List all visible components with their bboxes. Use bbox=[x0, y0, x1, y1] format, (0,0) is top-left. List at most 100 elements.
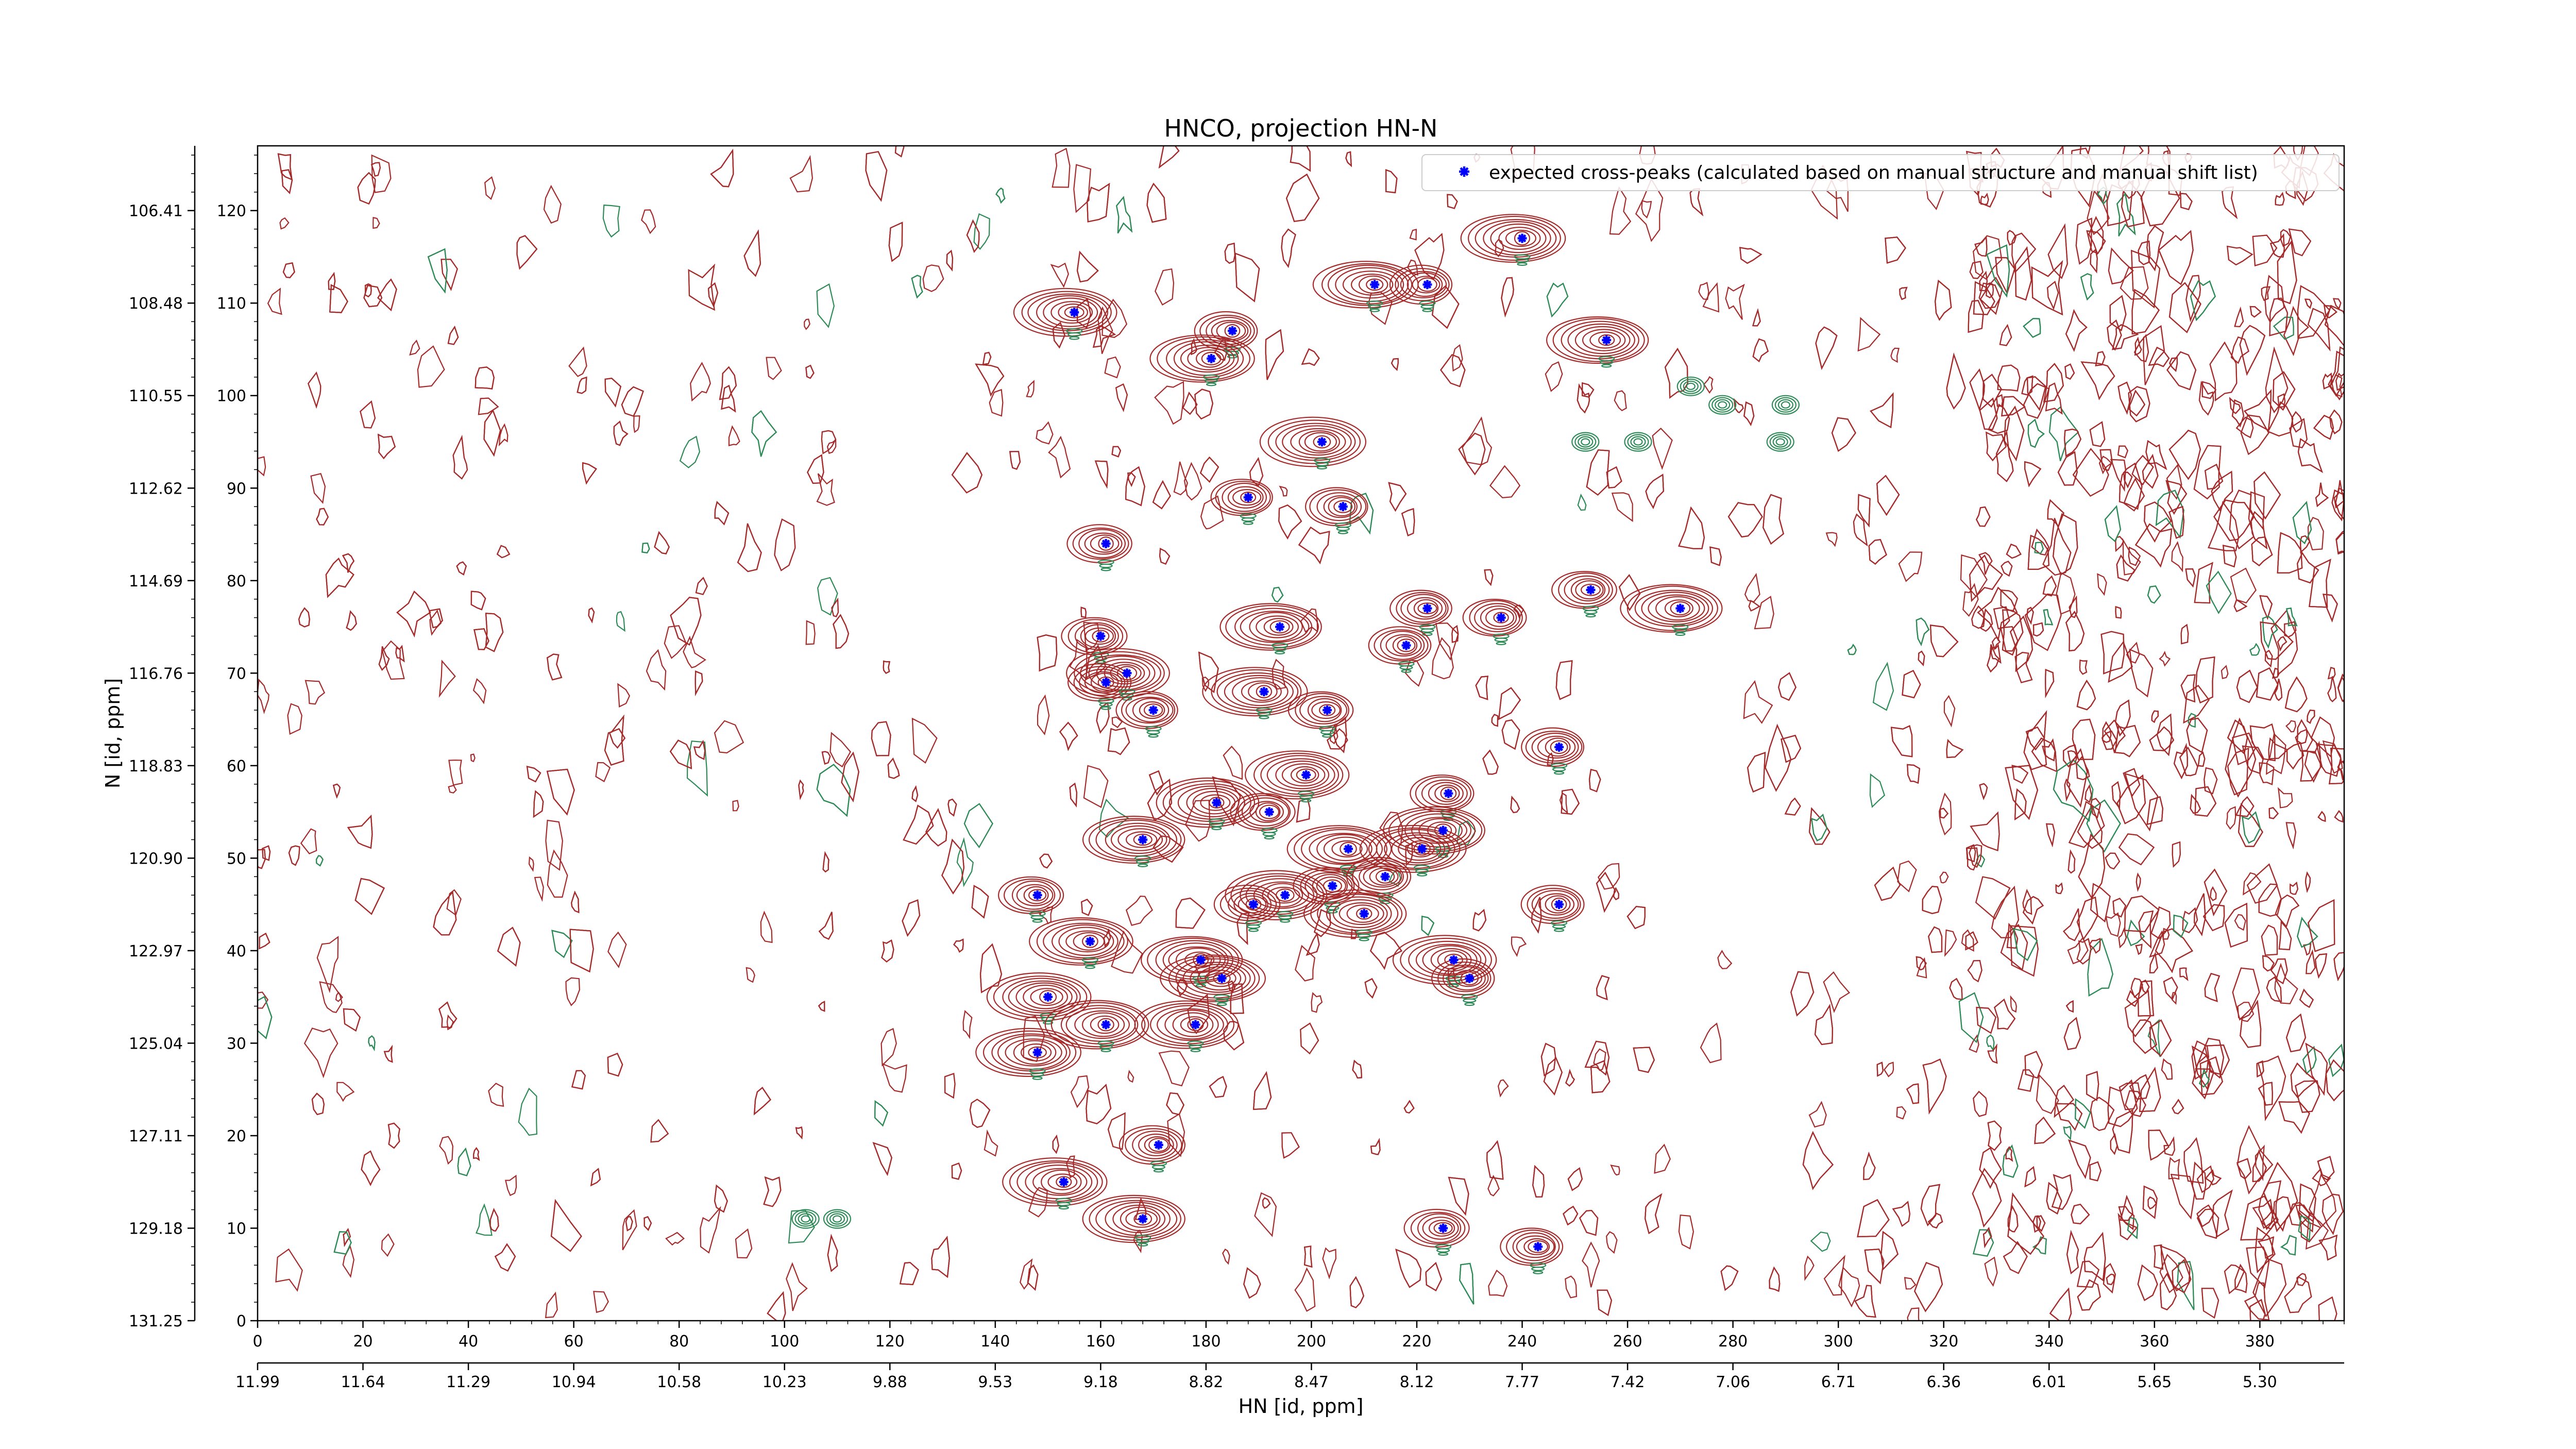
contour-level bbox=[1227, 890, 1272, 919]
noise-contour bbox=[2144, 501, 2172, 543]
noise-contour bbox=[888, 222, 903, 262]
noise-contour bbox=[962, 1009, 973, 1039]
contour-level bbox=[1249, 612, 1303, 642]
noise-contour bbox=[2250, 511, 2268, 550]
x-ppm-tick-label: 6.01 bbox=[2032, 1373, 2066, 1391]
noise-contour bbox=[664, 625, 687, 659]
noise-contour bbox=[2183, 685, 2210, 724]
noise-contour bbox=[2314, 953, 2327, 979]
negative-contour bbox=[1463, 998, 1477, 1003]
noise-contour bbox=[1252, 1071, 1272, 1110]
noise-contour bbox=[751, 410, 777, 457]
noise-contour bbox=[608, 728, 626, 749]
noise-contour bbox=[1939, 871, 1949, 884]
negative-contour bbox=[1624, 432, 1652, 452]
noise-contour bbox=[2212, 1189, 2233, 1238]
noise-contour bbox=[1076, 250, 1099, 283]
noise-contour bbox=[2278, 920, 2292, 951]
noise-contour bbox=[287, 703, 302, 735]
noise-contour bbox=[1083, 765, 1109, 808]
contour-level bbox=[1408, 940, 1487, 979]
noise-contour bbox=[364, 283, 372, 298]
noise-contour bbox=[2299, 988, 2314, 1008]
noise-contour bbox=[1484, 569, 1494, 586]
noise-contour bbox=[2270, 958, 2288, 985]
contour-level bbox=[1020, 1043, 1052, 1062]
noise-contour bbox=[1946, 739, 1964, 759]
noise-contour bbox=[2138, 980, 2155, 1017]
contour-level bbox=[1132, 1131, 1178, 1159]
noise-contour bbox=[2010, 925, 2039, 977]
noise-contour bbox=[2274, 963, 2298, 1004]
y-ppm-tick-label: 106.41 bbox=[129, 203, 183, 221]
noise-contour bbox=[1864, 1249, 1885, 1285]
contour-level bbox=[1287, 691, 1354, 729]
noise-contour bbox=[2004, 406, 2025, 462]
noise-contour bbox=[984, 1129, 998, 1157]
expected-cross-peak-marker bbox=[1533, 1242, 1543, 1252]
noise-contour bbox=[669, 739, 692, 769]
noise-contour bbox=[332, 783, 341, 799]
negative-contour bbox=[1494, 637, 1508, 642]
contour-level bbox=[1120, 1206, 1161, 1232]
noise-contour bbox=[1810, 814, 1827, 841]
noise-contour bbox=[2318, 1234, 2338, 1261]
contour-level bbox=[1134, 1000, 1239, 1049]
noise-contour bbox=[1073, 164, 1092, 213]
noise-contour bbox=[1752, 308, 1761, 327]
peak-contour bbox=[1287, 691, 1354, 738]
contour-level bbox=[1090, 534, 1120, 553]
negative-contour bbox=[1686, 382, 1696, 390]
noise-contour bbox=[308, 371, 321, 409]
contour-level bbox=[1316, 492, 1362, 521]
contour-level bbox=[1175, 948, 1221, 972]
noise-contour bbox=[363, 284, 383, 308]
noise-contour bbox=[1902, 669, 1921, 699]
expected-cross-peak-marker bbox=[1438, 825, 1448, 835]
noise-contour bbox=[804, 318, 810, 330]
noise-contour bbox=[2172, 1099, 2184, 1115]
peak-contour bbox=[1219, 603, 1322, 654]
noise-contour bbox=[2163, 1136, 2175, 1156]
noise-contour bbox=[2252, 1258, 2287, 1318]
noise-contour bbox=[1364, 978, 1378, 999]
negative-contour bbox=[823, 1209, 852, 1229]
noise-contour bbox=[2315, 482, 2329, 508]
noise-contour bbox=[2046, 1182, 2062, 1215]
contour-level bbox=[1389, 589, 1452, 627]
negative-contour bbox=[1675, 632, 1686, 636]
noise-contour bbox=[485, 613, 504, 652]
noise-contour bbox=[311, 1092, 325, 1116]
noise-contour bbox=[2261, 924, 2278, 956]
noise-contour bbox=[2156, 713, 2173, 756]
expected-cross-peak-marker bbox=[1085, 936, 1095, 946]
peak-contour bbox=[1520, 885, 1585, 932]
expected-cross-peak-marker bbox=[1301, 770, 1311, 780]
contour-level bbox=[1256, 685, 1273, 699]
noise-contour bbox=[1997, 364, 2021, 392]
noise-contour bbox=[2257, 1055, 2286, 1121]
noise-contour bbox=[911, 785, 919, 802]
noise-contour bbox=[2277, 787, 2293, 808]
noise-contour bbox=[2042, 738, 2056, 762]
noise-contour bbox=[2234, 306, 2244, 327]
contour-level bbox=[1374, 629, 1429, 662]
expected-cross-peak-marker bbox=[1101, 538, 1111, 548]
noise-contour bbox=[1579, 1209, 1599, 1236]
contour-level bbox=[1552, 318, 1645, 362]
noise-contour bbox=[2107, 319, 2122, 351]
noise-contour bbox=[887, 757, 900, 779]
negative-contour bbox=[1275, 650, 1285, 654]
peak-contour bbox=[1521, 727, 1585, 775]
peak-contour bbox=[1118, 1125, 1185, 1173]
noise-contour bbox=[2118, 927, 2127, 949]
negative-contour bbox=[1415, 869, 1429, 873]
contour-level bbox=[1282, 425, 1352, 459]
noise-contour bbox=[745, 967, 755, 983]
noise-contour bbox=[2188, 713, 2196, 728]
noise-contour bbox=[941, 838, 965, 895]
noise-contour bbox=[1125, 466, 1145, 507]
contour-level bbox=[1073, 932, 1105, 951]
noise-contour bbox=[650, 1119, 669, 1143]
